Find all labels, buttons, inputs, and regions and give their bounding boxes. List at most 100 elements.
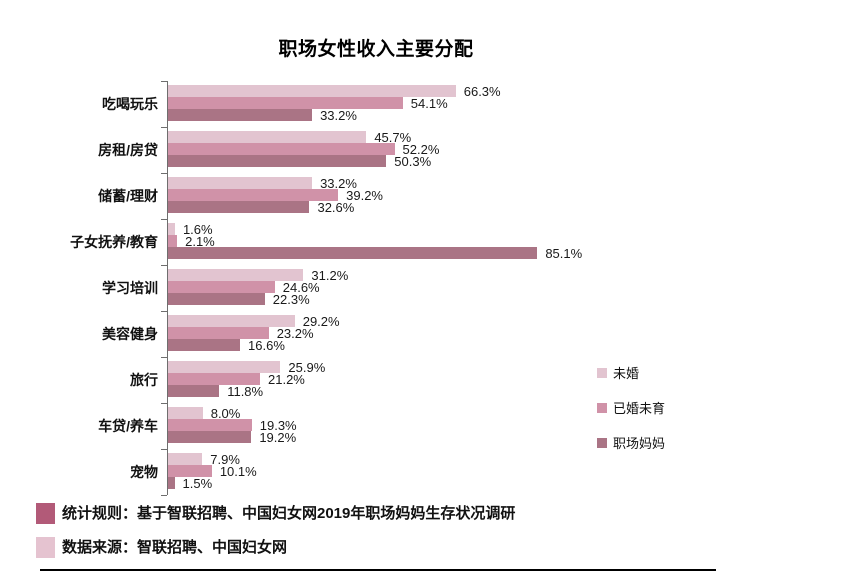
- bar-row: 1.6%: [168, 221, 213, 237]
- bar-row: 24.6%: [168, 279, 320, 295]
- category-label: 储蓄/理财: [98, 188, 158, 204]
- bar-segment: [168, 247, 538, 259]
- category-label: 宠物: [130, 464, 158, 480]
- bar-row: 32.6%: [168, 199, 355, 215]
- value-label: 19.3%: [259, 417, 297, 433]
- bar-row: 8.0%: [168, 405, 241, 421]
- bar-row: 50.3%: [168, 153, 432, 169]
- value-label: 50.3%: [394, 153, 432, 169]
- value-label: 85.1%: [545, 245, 583, 261]
- bar-segment: [168, 235, 178, 247]
- bar-segment: [168, 361, 281, 373]
- bar-row: 66.3%: [168, 83, 501, 99]
- bar-segment: [168, 419, 252, 431]
- legend-item: 未婚: [597, 366, 639, 380]
- bar-segment: [168, 293, 265, 305]
- axis-tick: [161, 81, 167, 82]
- value-label: 7.9%: [210, 451, 240, 467]
- axis-tick: [161, 311, 167, 312]
- bar-segment: [168, 131, 367, 143]
- value-label: 2.1%: [185, 233, 215, 249]
- bar-group: 29.2% 23.2% 16.6%: [168, 311, 848, 357]
- value-label: 19.2%: [259, 429, 297, 445]
- legend-label: 职场妈妈: [613, 435, 666, 451]
- bar-group: 45.7% 52.2% 50.3%: [168, 127, 848, 173]
- bar-row: 33.2%: [168, 107, 357, 123]
- bar-row: 11.8%: [168, 385, 263, 398]
- axis-tick: [161, 265, 167, 266]
- value-label: 21.2%: [268, 371, 305, 387]
- bottom-divider: [40, 569, 716, 571]
- bar-row: 19.2%: [168, 429, 297, 445]
- value-label: 23.2%: [276, 325, 314, 341]
- bar-segment: [168, 431, 252, 443]
- value-label: 33.2%: [320, 175, 357, 191]
- legend-swatch-icon: [597, 403, 607, 413]
- value-label: 31.2%: [311, 267, 349, 283]
- bar-segment: [168, 339, 241, 351]
- bar-row: 16.6%: [168, 339, 285, 352]
- legend: 未婚已婚未育职场妈妈: [597, 366, 717, 456]
- axis-tick: [161, 219, 167, 220]
- bar-segment: [168, 177, 313, 189]
- value-label: 66.3%: [463, 83, 501, 99]
- bar-segment: [168, 327, 269, 339]
- value-label: 32.6%: [317, 199, 355, 215]
- value-label: 54.1%: [410, 95, 448, 111]
- legend-swatch-icon: [597, 368, 607, 378]
- value-label: 33.2%: [320, 107, 357, 123]
- bar-group: 31.2% 24.6% 22.3%: [168, 265, 848, 311]
- value-label: 1.6%: [182, 221, 213, 237]
- bar-row: 19.3%: [168, 417, 297, 433]
- bar-group: 7.9% 10.1% 1.5%: [168, 449, 848, 495]
- bar-row: 25.9%: [168, 359, 326, 375]
- bar-segment: [168, 453, 203, 465]
- category-label: 美容健身: [102, 326, 158, 342]
- bar-segment: [168, 85, 456, 97]
- bar-row: 22.3%: [168, 293, 310, 306]
- bar-segment: [168, 109, 313, 121]
- value-label: 24.6%: [282, 279, 320, 295]
- bar-segment: [168, 407, 203, 419]
- bar-segment: [168, 315, 295, 327]
- bar-segment: [168, 373, 260, 385]
- bar-segment: [168, 281, 275, 293]
- value-label: 25.9%: [288, 359, 326, 375]
- legend-label: 未婚: [613, 365, 640, 381]
- legend-label: 已婚未育: [613, 400, 666, 416]
- category-axis-line: [161, 81, 168, 496]
- bar-group: 33.2% 39.2% 32.6%: [168, 173, 848, 219]
- bar-segment: [168, 189, 339, 201]
- bar-row: 45.7%: [168, 131, 411, 144]
- axis-tick: [161, 403, 167, 404]
- bar-segment: [168, 155, 387, 167]
- value-label: 8.0%: [210, 405, 241, 421]
- bar-row: 54.1%: [168, 95, 448, 111]
- value-label: 39.2%: [346, 187, 383, 203]
- axis-tick: [161, 495, 167, 496]
- bar-row: 52.2%: [168, 141, 440, 157]
- value-label: 52.2%: [402, 141, 440, 157]
- bar-segment: [168, 385, 220, 397]
- axis-tick: [161, 173, 167, 174]
- value-label: 29.2%: [302, 313, 340, 329]
- value-label: 10.1%: [219, 463, 257, 479]
- category-label: 旅行: [130, 372, 158, 388]
- bar-row: 33.2%: [168, 175, 357, 191]
- category-label: 吃喝玩乐: [102, 96, 158, 112]
- bar-row: 31.2%: [168, 267, 349, 283]
- axis-tick: [161, 357, 167, 358]
- bar-row: 39.2%: [168, 187, 383, 203]
- bar-row: 29.2%: [168, 313, 340, 329]
- footnote-stat-rule: 统计规则：基于智联招聘、中国妇女网2019年职场妈妈生存状况调研: [62, 505, 516, 522]
- bar-segment: [168, 223, 175, 235]
- axis-tick: [161, 449, 167, 450]
- legend-item: 职场妈妈: [597, 436, 665, 450]
- bar-row: 1.5%: [168, 475, 213, 491]
- axis-tick: [161, 127, 167, 128]
- category-label: 房租/房贷: [98, 142, 158, 158]
- value-label: 1.5%: [182, 475, 213, 491]
- bar-row: 21.2%: [168, 371, 305, 387]
- bar-group: 8.0% 19.3% 19.2%: [168, 403, 848, 449]
- bar-row: 2.1%: [168, 233, 215, 249]
